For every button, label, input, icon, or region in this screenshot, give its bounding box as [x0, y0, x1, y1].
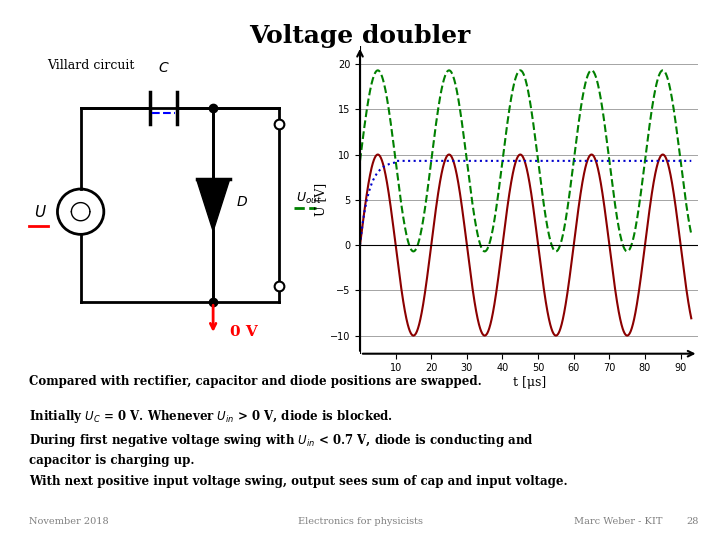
Polygon shape — [197, 179, 230, 231]
Text: November 2018: November 2018 — [29, 517, 109, 526]
Text: During first negative voltage swing with $U_{in}$ < 0.7 V, diode is conducting a: During first negative voltage swing with… — [29, 432, 534, 449]
Text: $U_{out}$: $U_{out}$ — [296, 191, 322, 206]
Text: $U$: $U$ — [35, 204, 47, 220]
Text: With next positive input voltage swing, output sees sum of cap and input voltage: With next positive input voltage swing, … — [29, 475, 567, 488]
X-axis label: t [μs]: t [μs] — [513, 376, 546, 389]
Text: Marc Weber - KIT: Marc Weber - KIT — [574, 517, 662, 526]
Y-axis label: U [V]: U [V] — [314, 183, 327, 217]
Text: Voltage doubler: Voltage doubler — [249, 24, 471, 48]
Text: 28: 28 — [686, 517, 698, 526]
Text: Villard circuit: Villard circuit — [48, 59, 135, 72]
Text: 0 V: 0 V — [230, 325, 258, 339]
Text: Initially $U_C$ = 0 V. Whenever $U_{in}$ > 0 V, diode is blocked.: Initially $U_C$ = 0 V. Whenever $U_{in}$… — [29, 408, 393, 424]
Text: Electronics for physicists: Electronics for physicists — [297, 517, 423, 526]
Text: capacitor is charging up.: capacitor is charging up. — [29, 454, 194, 467]
Text: $D$: $D$ — [236, 195, 248, 209]
Text: $C$: $C$ — [158, 62, 169, 76]
Text: Compared with rectifier, capacitor and diode positions are swapped.: Compared with rectifier, capacitor and d… — [29, 375, 482, 388]
